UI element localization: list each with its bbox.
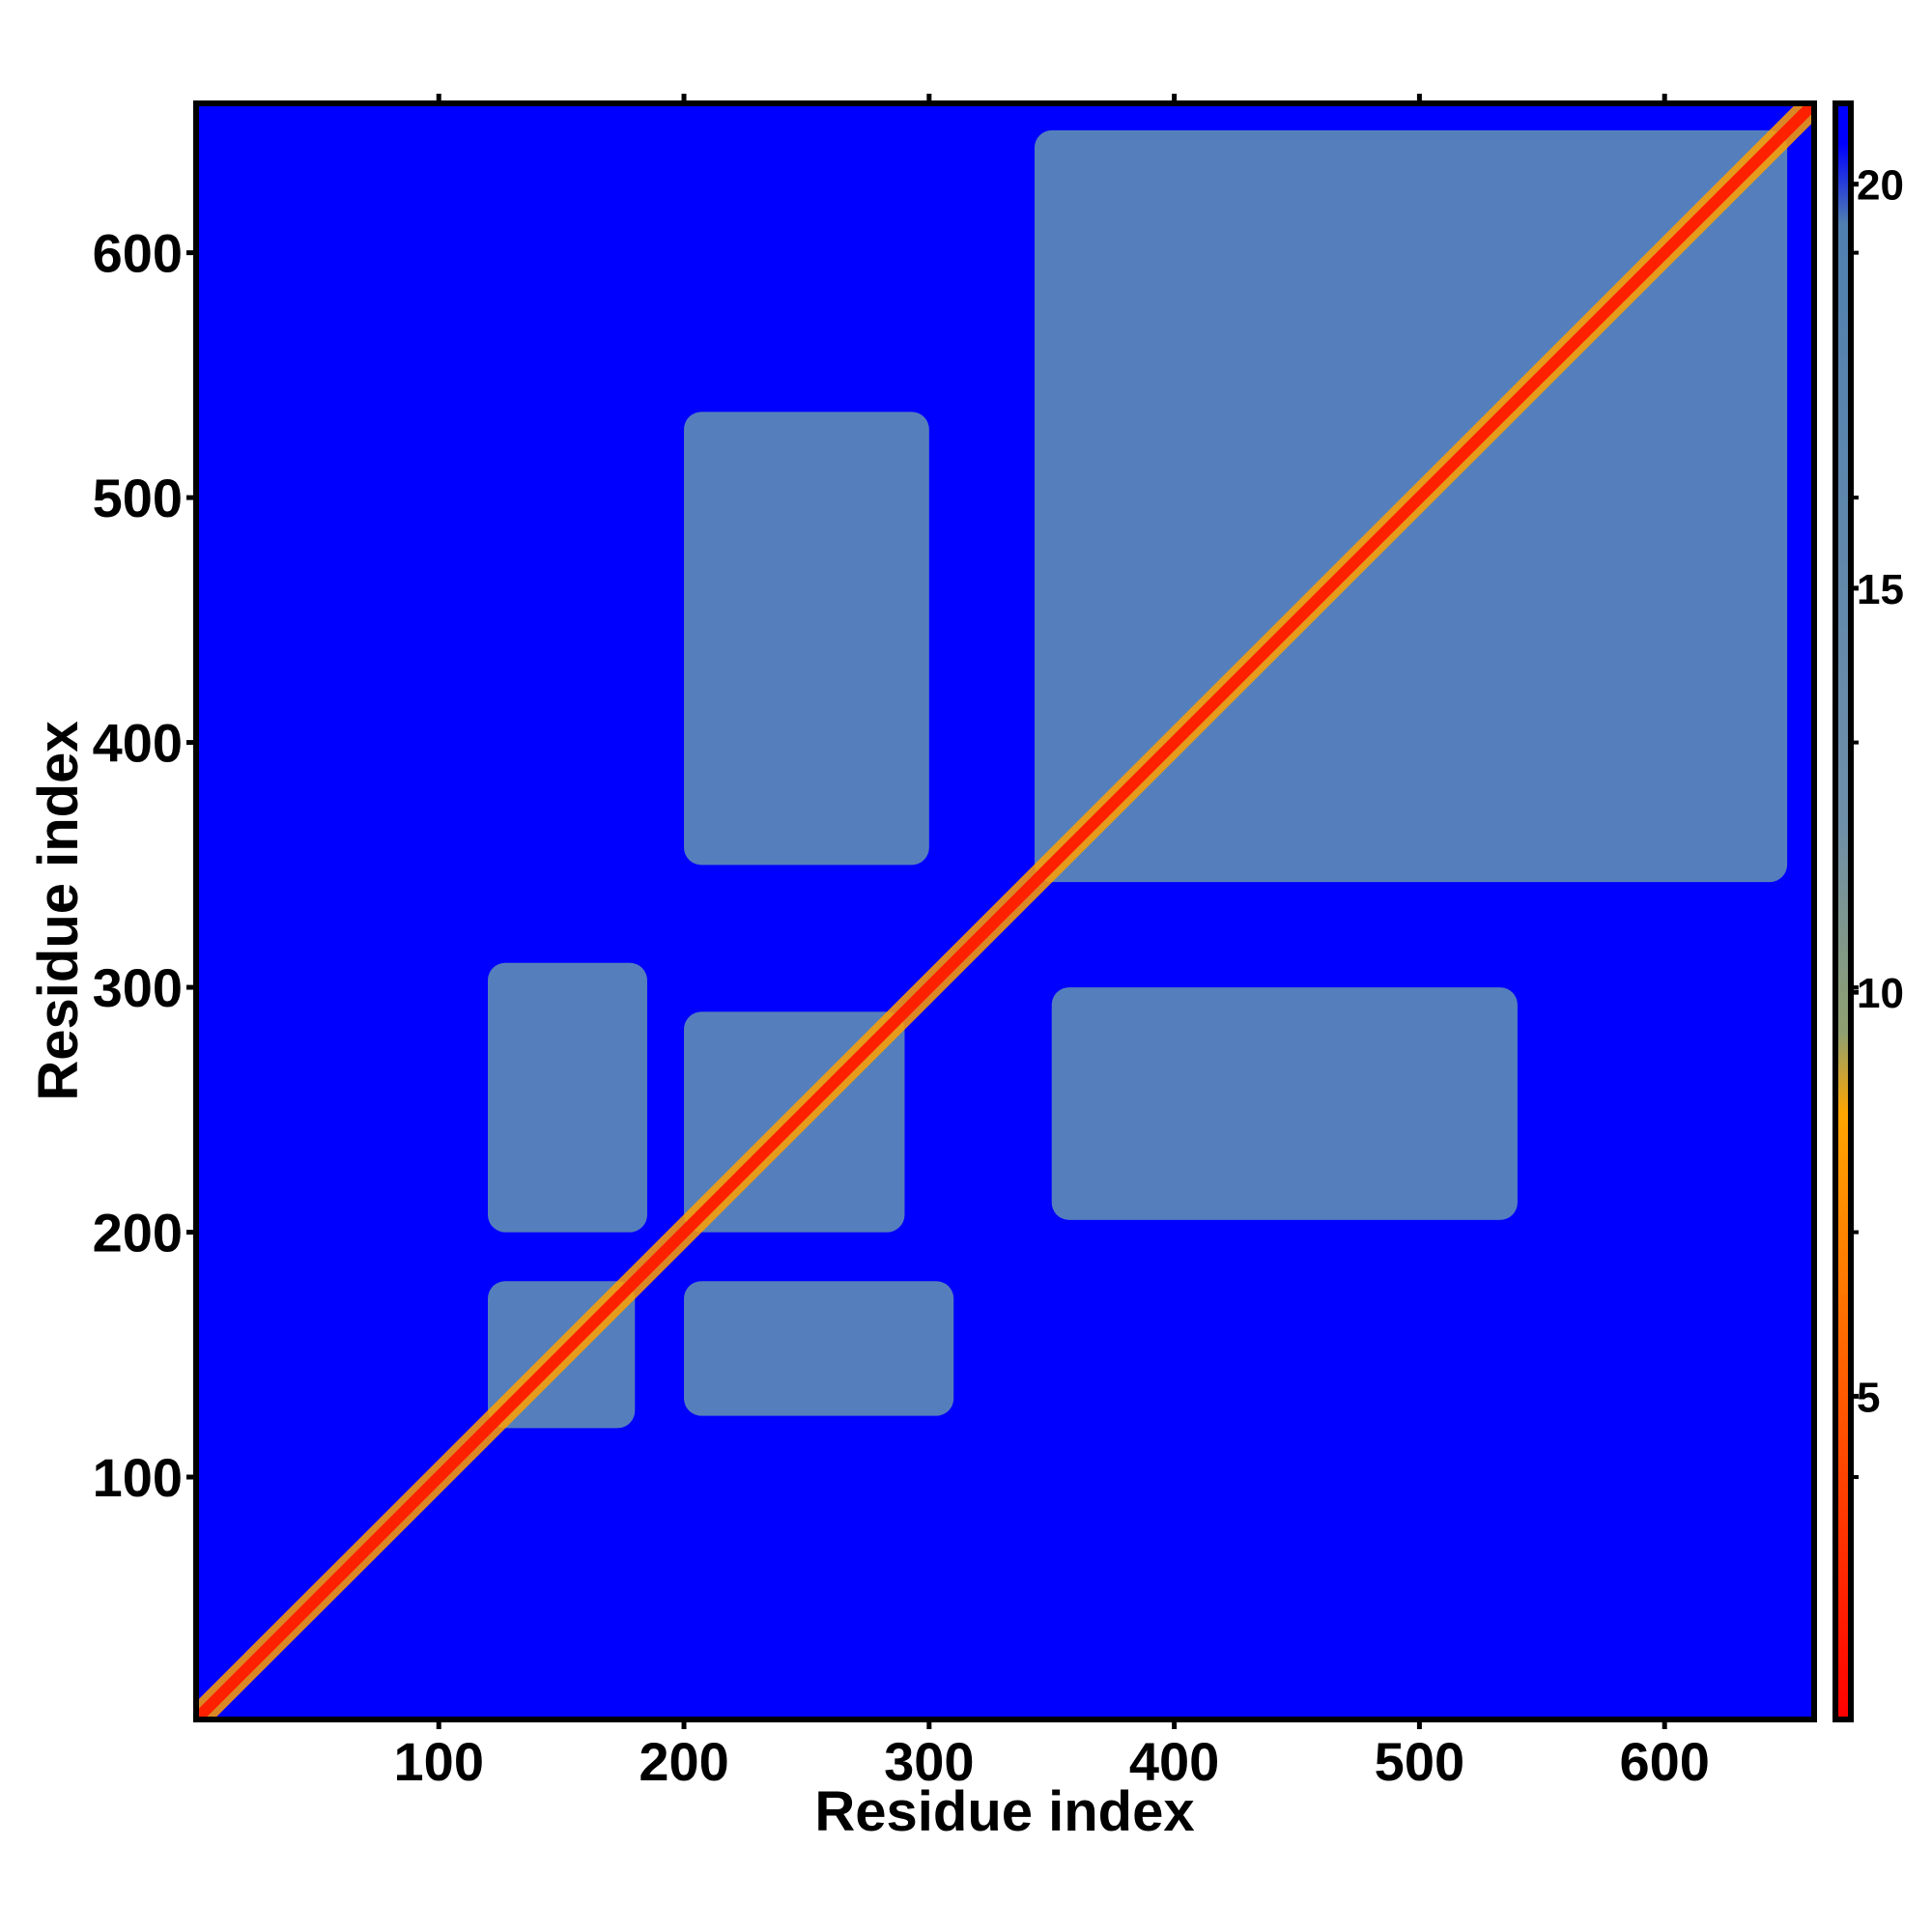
colorbar-tick-label: 10 [1857,970,1904,1017]
colorbar-tick-label: 15 [1857,566,1904,613]
y-tick-label: 400 [93,713,183,774]
y-tick-label: 200 [93,1203,183,1264]
x-axis: 100 200 300 400 500 600 [394,94,1710,1792]
y-tick-label: 100 [93,1447,183,1508]
contact-region [488,962,647,1233]
contact-region [1051,987,1518,1220]
x-tick-label: 300 [884,1731,974,1792]
x-tick-label: 500 [1375,1731,1464,1792]
y-tick-label: 300 [93,957,183,1018]
x-tick-label: 200 [639,1731,728,1792]
diagonal-line [196,103,1814,1719]
colorbar: 5 10 15 20 [1833,100,1904,1722]
y-tick-label: 600 [93,223,183,284]
plot-frame [193,100,1817,1722]
y-axis-title: Residue index [27,721,90,1100]
y-tick-label: 500 [93,468,183,528]
x-tick-label: 100 [394,1731,484,1792]
contact-region [684,412,929,866]
y-axis: 100 200 300 400 500 600 [93,223,196,1508]
x-tick-label: 400 [1129,1731,1219,1792]
contact-region [684,1281,954,1416]
colorbar-tick-label: 20 [1857,162,1904,210]
colorbar-gradient [1833,100,1854,1722]
diagonal-band [196,103,1814,1719]
x-axis-title: Residue index [814,1780,1194,1843]
colorbar-ticks: 5 10 15 20 [1851,162,1904,1480]
x-tick-label: 600 [1619,1731,1709,1792]
colorbar-tick-label: 5 [1857,1374,1880,1421]
heatmap-area [193,100,1817,1722]
